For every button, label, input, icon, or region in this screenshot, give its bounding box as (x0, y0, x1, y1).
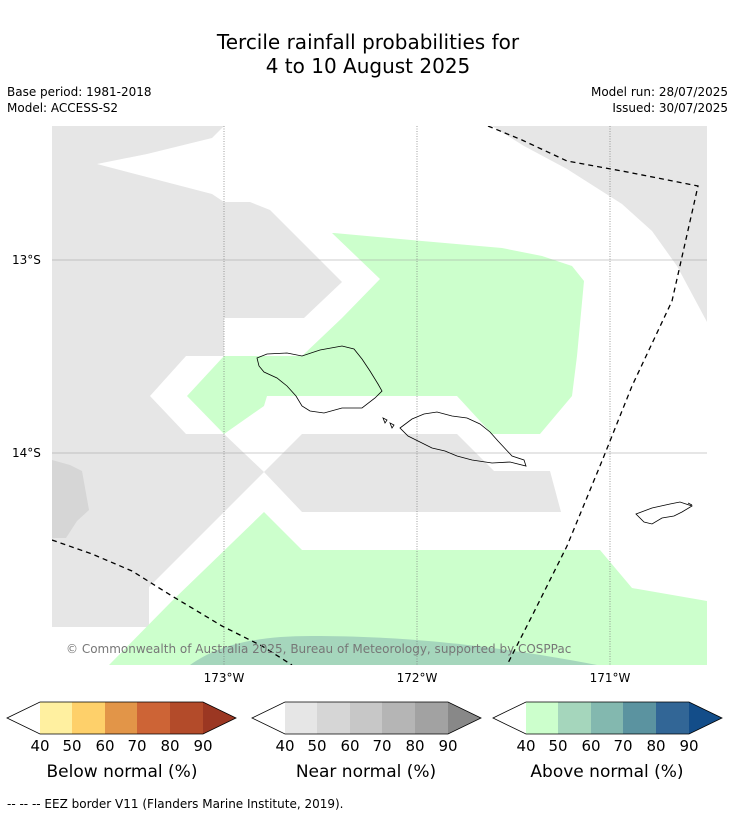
map-svg (52, 126, 707, 665)
lat-label-14s: 14°S (12, 446, 41, 460)
cb-below-0 (7, 702, 40, 734)
copyright-notice: © Commonwealth of Australia 2025, Bureau… (66, 642, 572, 656)
cb-below-5 (170, 702, 203, 734)
map-title: Tercile rainfall probabilities for 4 to … (0, 30, 736, 78)
cb-near-tick-40: 40 (275, 737, 295, 755)
cb-below-2 (72, 702, 105, 734)
cb-below-outline (6, 701, 237, 735)
issued-date: Issued: 30/07/2025 (612, 101, 728, 115)
cb-above-tick-50: 50 (548, 737, 568, 755)
above-normal-region-south (109, 512, 707, 665)
cb-below-tick-90: 90 (193, 737, 213, 755)
colorbar-above-normal (492, 701, 723, 735)
cb-below-tick-80: 80 (160, 737, 180, 755)
lat-label-13s: 13°S (12, 253, 41, 267)
cb-above-3 (591, 702, 623, 734)
cb-above-tick-60: 60 (581, 737, 601, 755)
cb-above-title: Above normal (%) (530, 762, 684, 782)
cb-above-tick-90: 90 (679, 737, 699, 755)
title-line-1: Tercile rainfall probabilities for (216, 30, 520, 54)
cb-near-tick-90: 90 (438, 737, 458, 755)
cb-below-tick-40: 40 (30, 737, 50, 755)
upolu-island (399, 411, 527, 467)
colorbars-svg (6, 701, 723, 735)
cb-near-4 (382, 702, 415, 734)
cb-above-6 (689, 702, 722, 734)
cb-near-3 (350, 702, 382, 734)
cb-near-tick-80: 80 (405, 737, 425, 755)
map-area (52, 126, 707, 665)
savaii-island (256, 345, 383, 414)
cb-near-title: Near normal (%) (295, 762, 437, 782)
manono-island (382, 417, 395, 429)
eez-footer-note: -- -- -- EEZ border V11 (Flanders Marine… (7, 797, 344, 811)
colorbar-near-normal (251, 701, 482, 735)
cb-above-0 (493, 702, 526, 734)
cb-below-4 (137, 702, 170, 734)
cb-near-5 (415, 702, 448, 734)
cb-near-tick-70: 70 (372, 737, 392, 755)
eez-border-southwest (52, 539, 293, 665)
model-run: Model run: 28/07/2025 (590, 85, 728, 99)
meta-left: Base period: 1981-2018 Model: ACCESS-S2 (7, 84, 152, 116)
cb-below-1 (40, 702, 72, 734)
tutuila-island (635, 501, 693, 525)
cb-below-tick-50: 50 (62, 737, 82, 755)
cb-near-tick-60: 60 (340, 737, 360, 755)
above-normal-50-band (190, 636, 597, 665)
cb-below-3 (105, 702, 137, 734)
lon-label-173w: 173°W (203, 671, 245, 685)
cb-below-title: Below normal (%) (46, 762, 198, 782)
lon-label-172w: 172°W (396, 671, 438, 685)
base-period: Base period: 1981-2018 (7, 85, 152, 99)
title-line-2: 4 to 10 August 2025 (265, 54, 471, 78)
above-normal-region-north (187, 233, 584, 434)
cb-near-tick-50: 50 (307, 737, 327, 755)
cb-above-5 (656, 702, 689, 734)
near-normal-region-darker (52, 460, 89, 538)
cb-below-tick-70: 70 (127, 737, 147, 755)
cb-above-4 (623, 702, 656, 734)
cb-above-outline (492, 701, 723, 735)
cb-above-tick-80: 80 (646, 737, 666, 755)
cb-near-6 (448, 702, 481, 734)
lon-label-171w: 171°W (589, 671, 631, 685)
eez-border-east (487, 126, 699, 665)
cb-near-1 (285, 702, 317, 734)
meta-right: Model run: 28/07/2025 Issued: 30/07/2025 (591, 84, 728, 116)
near-normal-region-northeast (492, 126, 707, 322)
model-name: Model: ACCESS-S2 (7, 101, 119, 115)
cb-near-outline (251, 701, 482, 735)
cb-above-2 (558, 702, 591, 734)
cb-near-2 (317, 702, 350, 734)
cb-above-tick-40: 40 (516, 737, 536, 755)
near-normal-region-southeast (264, 434, 561, 512)
cb-above-1 (526, 702, 558, 734)
near-normal-region-west (52, 126, 342, 627)
cb-below-6 (203, 702, 236, 734)
cb-above-tick-70: 70 (613, 737, 633, 755)
colorbar-below-normal (6, 701, 237, 735)
cb-near-0 (252, 702, 285, 734)
cb-below-tick-60: 60 (95, 737, 115, 755)
